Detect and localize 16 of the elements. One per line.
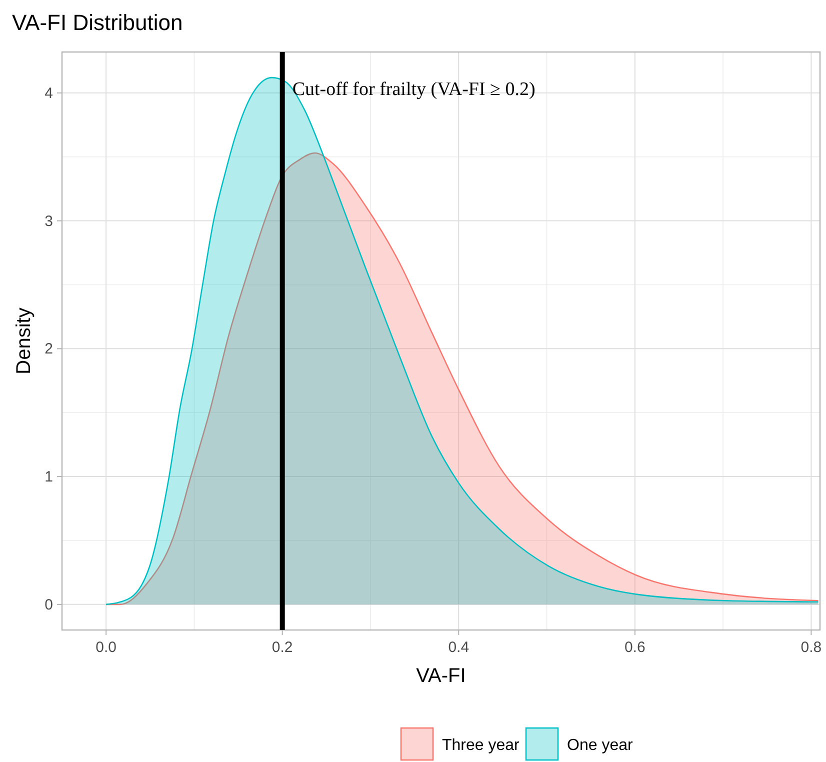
x-tick-label: 0.0: [96, 639, 116, 656]
y-tick-label: 2: [44, 340, 53, 358]
legend-label: One year: [567, 737, 634, 754]
y-tick-label: 0: [44, 596, 53, 614]
ref-line-label: Cut-off for frailty (VA-FI ≥ 0.2): [292, 78, 536, 100]
x-axis-title: VA-FI: [416, 665, 466, 687]
x-tick-label: 0.8: [800, 639, 822, 656]
y-tick-label: 4: [44, 84, 53, 102]
x-tick-label: 0.2: [272, 639, 293, 656]
y-tick-label: 1: [44, 468, 53, 486]
legend-label: Three year: [442, 737, 520, 754]
x-tick-label: 0.4: [448, 639, 470, 656]
x-tick-label: 0.6: [624, 639, 646, 656]
chart-title: VA-FI Distribution: [12, 10, 183, 35]
y-axis-title: Density: [13, 308, 35, 374]
y-tick-label: 3: [44, 212, 53, 230]
